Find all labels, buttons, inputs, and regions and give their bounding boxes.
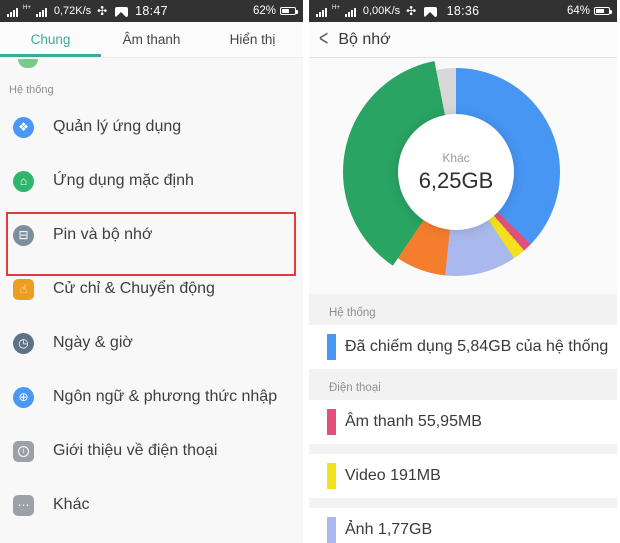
donut-center-value: 6,25GB [418, 167, 494, 193]
settings-item-label: Pin và bộ nhớ [53, 226, 153, 243]
settings-item-date-time[interactable]: ◷ Ngày & giờ [0, 316, 303, 370]
settings-item-language-input[interactable]: ⊕ Ngôn ngữ & phương thức nhập [0, 370, 303, 424]
battery-percent: 64% [566, 5, 590, 17]
back-icon[interactable]: < [319, 26, 329, 51]
legend-row-photos: Ảnh 1,77GB [309, 508, 617, 543]
settings-item-battery-storage[interactable]: ⊟ Pin và bộ nhớ [0, 208, 303, 262]
settings-tab-bar: Chung Âm thanh Hiển thị [0, 22, 303, 58]
screenshot-notification-icon [424, 7, 438, 17]
settings-item-label: Ứng dụng mặc định [53, 172, 194, 189]
battery-icon [280, 6, 298, 16]
storage-screen: H+ 0,00K/s ✣ 18:36 64% < Bộ nhớ Khác [309, 0, 617, 543]
settings-screen: H+ 0,72K/s ✣ 18:47 62% Chung Âm thanh Hi… [0, 0, 303, 543]
legend-row-audio: Âm thanh 55,95MB [309, 400, 617, 444]
data-transfer-icon: ✣ [97, 4, 108, 18]
settings-item-default-apps[interactable]: ⌂ Ứng dụng mặc định [0, 154, 303, 208]
clock-text: 18:36 [446, 4, 480, 18]
signal-icon-sim2 [344, 7, 357, 17]
battery-percent: 62% [252, 5, 276, 17]
settings-item-app-management[interactable]: ❖ Quản lý ứng dụng [0, 100, 303, 154]
status-bar-left: H+ 0,72K/s ✣ 18:47 62% [0, 0, 303, 22]
about-phone-icon: i [13, 440, 34, 462]
signal-icon-sim2 [35, 7, 48, 17]
donut-center-label: Khác [442, 150, 470, 165]
legend-text: Video 191MB [345, 467, 441, 484]
battery-storage-icon: ⊟ [13, 224, 34, 246]
settings-item-other[interactable]: ⋯ Khác [0, 478, 303, 532]
settings-item-gestures[interactable]: ☝ Cử chỉ & Chuyển động [0, 262, 303, 316]
legend-color-chip [327, 463, 336, 489]
settings-item-label: Cử chỉ & Chuyển động [53, 280, 215, 297]
network-type-badge: H+ [23, 5, 31, 11]
legend-row-system: Đã chiếm dụng 5,84GB của hệ thống [309, 325, 617, 369]
settings-item-about-phone[interactable]: i Giới thiệu về điện thoại [0, 424, 303, 478]
tab-am-thanh[interactable]: Âm thanh [122, 32, 181, 47]
legend-color-chip [327, 517, 336, 543]
legend-row-video: Video 191MB [309, 454, 617, 498]
settings-item-label: Quản lý ứng dụng [53, 118, 182, 135]
scrolled-item-icon-remnant [18, 59, 38, 68]
more-icon: ⋯ [13, 494, 34, 516]
active-tab-indicator [0, 54, 101, 57]
data-transfer-icon: ✣ [406, 4, 417, 18]
settings-item-label: Ngôn ngữ & phương thức nhập [53, 388, 278, 405]
settings-item-label: Khác [53, 496, 90, 513]
storage-donut-chart: Khác 6,25GB [309, 58, 617, 294]
page-title: Bộ nhớ [338, 30, 391, 48]
status-bar-right: H+ 0,00K/s ✣ 18:36 64% [309, 0, 617, 22]
signal-icon [7, 7, 19, 17]
section-label-he-thong: Hệ thống [329, 307, 376, 319]
section-label-he-thong: Hệ thống [9, 84, 54, 96]
tab-chung[interactable]: Chung [30, 32, 71, 47]
legend-text: Ảnh 1,77GB [345, 521, 433, 538]
legend-color-chip [327, 334, 336, 360]
tab-hien-thi[interactable]: Hiển thị [229, 32, 276, 47]
donut-center-disc: Khác 6,25GB [398, 114, 514, 230]
date-time-icon: ◷ [13, 332, 34, 354]
app-management-icon: ❖ [13, 116, 34, 138]
network-speed: 0,72K/s [53, 5, 92, 17]
storage-header: < Bộ nhớ [309, 22, 617, 58]
legend-text: Đã chiếm dụng 5,84GB của hệ thống [345, 338, 609, 355]
network-speed: 0,00K/s [362, 5, 401, 17]
clock-text: 18:47 [135, 4, 168, 18]
signal-icon [316, 7, 328, 17]
settings-item-label: Giới thiệu về điện thoại [53, 442, 218, 459]
legend-color-chip [327, 409, 336, 435]
network-type-badge: H+ [332, 5, 340, 11]
default-apps-icon: ⌂ [13, 170, 34, 192]
settings-item-label: Ngày & giờ [53, 334, 133, 351]
language-input-icon: ⊕ [13, 386, 34, 408]
gestures-icon: ☝ [13, 278, 34, 300]
battery-icon [594, 6, 612, 16]
screenshot-notification-icon [115, 7, 129, 17]
legend-text: Âm thanh 55,95MB [345, 413, 482, 430]
section-label-dien-thoai: Điện thoại [329, 382, 381, 394]
